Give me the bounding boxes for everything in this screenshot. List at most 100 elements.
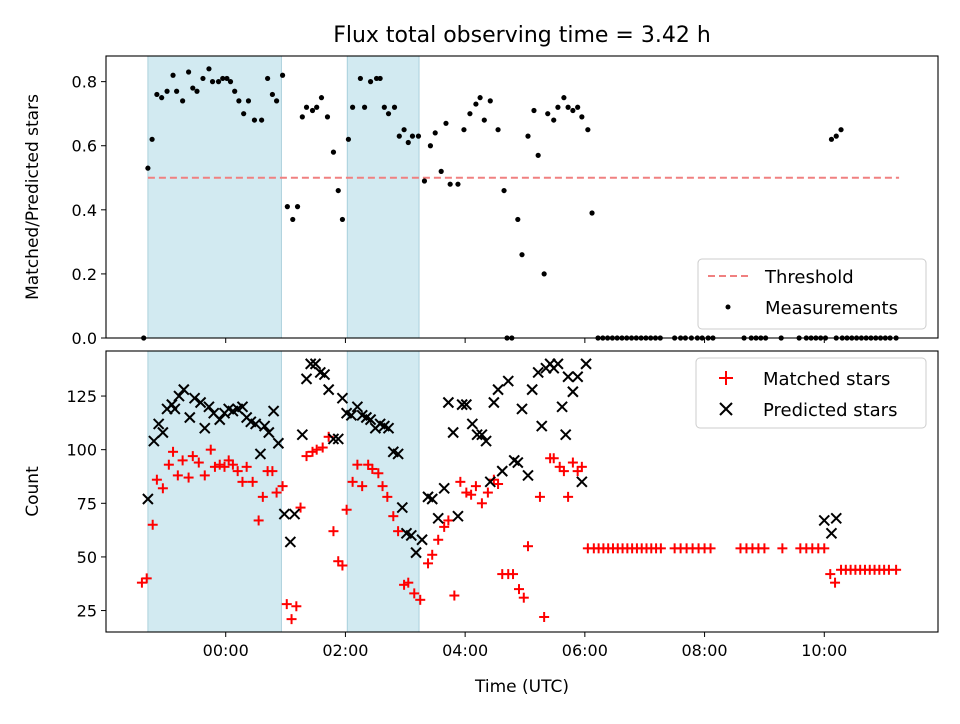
matched-stars-point <box>563 491 574 502</box>
matched-stars-point <box>830 577 841 588</box>
predicted-stars-point <box>173 390 185 402</box>
measurement-point <box>535 152 541 158</box>
matched-stars-point <box>247 476 258 487</box>
measurement-point <box>561 95 567 101</box>
measurement-point <box>241 111 247 117</box>
matched-stars-point <box>433 534 444 545</box>
count-panel: 25 50 75 100 125 00:00 02:00 04:00 06:00 08:00 10… <box>23 350 939 697</box>
matched-stars-point <box>241 461 252 472</box>
predicted-stars-point <box>382 422 395 434</box>
predicted-stars-point <box>410 546 422 559</box>
predicted-stars-point <box>536 420 548 432</box>
matched-stars-point <box>168 446 179 457</box>
predicted-stars-point <box>830 512 842 525</box>
measurement-point <box>828 136 835 142</box>
matched-stars-point <box>277 481 288 492</box>
measurement-point <box>339 216 346 223</box>
measurement-points <box>141 66 899 341</box>
measurement-point <box>565 104 571 110</box>
measurement-point <box>447 181 453 187</box>
measurement-point <box>236 98 242 104</box>
matched-stars-point <box>281 599 292 610</box>
y-ticks: 25 50 75 100 125 <box>66 387 106 621</box>
matched-stars-point <box>352 459 363 470</box>
x-axis-label: Time (UTC) <box>474 677 569 697</box>
predicted-stars-point <box>203 401 215 413</box>
measurement-point <box>443 120 449 126</box>
y-tick-label: 0.6 <box>72 137 97 156</box>
matched-stars-point <box>825 569 836 580</box>
matched-stars-point <box>172 470 183 481</box>
predicted-stars-point <box>300 373 313 385</box>
observing-spans <box>147 55 420 339</box>
predicted-stars-point <box>456 398 468 411</box>
measurement-point <box>194 88 200 94</box>
measurement-point <box>461 127 467 133</box>
matched-stars-point <box>271 487 282 498</box>
measurement-point <box>170 72 176 78</box>
matched-stars-point <box>157 483 168 494</box>
measurement-point <box>324 114 331 120</box>
predicted-stars-point <box>452 510 464 522</box>
measurement-point <box>357 75 363 82</box>
y-tick-label: 0.0 <box>72 329 97 348</box>
measurement-point <box>318 95 325 101</box>
predicted-stars-point <box>236 401 249 413</box>
matched-stars-point <box>705 543 716 554</box>
measurement-point <box>396 133 402 139</box>
matched-stars-point <box>455 476 466 487</box>
predicted-stars-point <box>492 383 504 396</box>
predicted-stars-point <box>818 514 830 527</box>
matched-stars-point <box>317 442 328 453</box>
predicted-stars-point <box>496 465 508 477</box>
legend-predicted-label: Predicted stars <box>763 400 897 421</box>
measurement-point <box>541 271 547 277</box>
measurement-point <box>290 216 296 223</box>
ratio-panel-frame <box>105 55 939 339</box>
predicted-stars-point <box>438 482 450 494</box>
matched-stars-point <box>508 569 519 580</box>
matched-stars-point <box>301 451 312 462</box>
legend-matched-label: Matched stars <box>763 369 890 390</box>
measurement-point <box>495 127 501 133</box>
measurement-point <box>245 98 252 104</box>
predicted-stars-point <box>188 392 201 404</box>
measurement-point <box>432 130 438 136</box>
matched-stars-point <box>341 504 352 515</box>
predicted-stars-point <box>278 508 291 520</box>
matched-stars-point <box>291 601 302 612</box>
predicted-stars-point <box>559 428 572 441</box>
predicted-stars-point <box>552 358 564 370</box>
matched-stars-point <box>183 472 194 483</box>
matched-stars-point <box>267 466 278 477</box>
y-tick-label: 75 <box>77 494 97 513</box>
predicted-stars-point <box>416 534 428 546</box>
predicted-stars-point <box>199 422 211 434</box>
predicted-stars-point <box>296 428 309 441</box>
legend-predicted-swatch <box>719 402 733 416</box>
measurement-point <box>164 88 170 94</box>
measurement-point <box>330 149 337 155</box>
chart-title: Flux total observing time = 3.42 h <box>333 23 711 48</box>
predicted-stars-point <box>447 426 459 439</box>
predicted-stars-point <box>184 411 196 424</box>
matched-stars-point <box>891 564 902 575</box>
legend-measurements-label: Measurements <box>765 298 898 319</box>
predicted-stars-point <box>576 476 588 488</box>
measurement-point <box>284 204 290 210</box>
measurement-point <box>405 139 411 146</box>
measurement-point <box>224 75 230 82</box>
predicted-stars-point <box>392 448 404 460</box>
matched-stars-point <box>151 474 162 485</box>
observing-span <box>346 55 420 339</box>
measurement-point <box>373 75 380 82</box>
matched-stars-point <box>449 590 460 601</box>
y-tick-label: 0.4 <box>72 201 97 220</box>
measurement-point <box>427 143 434 149</box>
matched-stars-point <box>576 461 587 472</box>
measurement-point <box>251 117 258 123</box>
measurement-point <box>515 216 521 223</box>
measurement-point <box>421 178 428 184</box>
measurement-point <box>467 111 473 117</box>
